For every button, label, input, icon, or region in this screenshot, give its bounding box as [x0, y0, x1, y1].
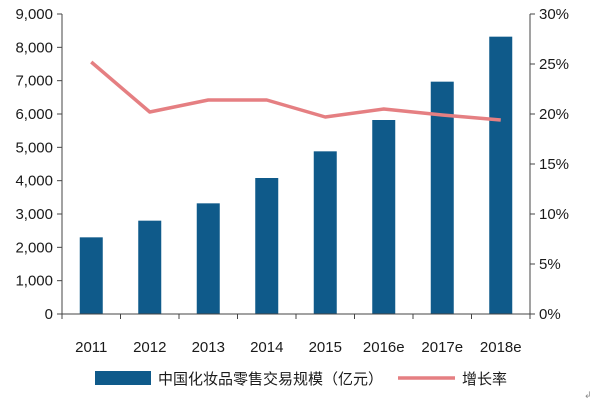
left-tick-label: 6,000: [15, 106, 53, 123]
bar: [372, 120, 396, 314]
x-axis: 2011 2012 2013 2014 2015 2016e 2017e 2018e: [61, 314, 531, 356]
left-tick-label: 3,000: [15, 206, 53, 223]
bar: [255, 178, 279, 314]
corner-mark: ↲: [584, 391, 592, 400]
bar: [196, 203, 220, 314]
bar: [489, 36, 513, 315]
legend: 中国化妆品零售交易规模（亿元） 增长率: [95, 370, 507, 388]
left-tick-label: 5,000: [15, 139, 53, 156]
bar: [430, 81, 454, 315]
x-tick-label: 2016e: [363, 339, 405, 356]
left-tick-label: 0: [45, 306, 53, 323]
x-tick-label: 2012: [133, 339, 166, 356]
x-tick-label: 2015: [309, 339, 342, 356]
x-tick-label: 2013: [192, 339, 225, 356]
left-tick-label: 2,000: [15, 239, 53, 256]
left-tick-label: 7,000: [15, 73, 53, 90]
x-tick-label: 2018e: [480, 339, 522, 356]
bar: [138, 220, 162, 314]
right-tick-label: 20%: [539, 106, 569, 123]
left-tick-label: 9,000: [15, 6, 53, 23]
x-tick-label: 2017e: [421, 339, 463, 356]
growth-rate-line: [90, 60, 501, 122]
right-tick-label: 30%: [539, 6, 569, 23]
legend-bar-label: 中国化妆品零售交易规模（亿元）: [158, 370, 383, 388]
right-tick-label: 5%: [539, 256, 561, 273]
bar: [79, 237, 103, 314]
right-tick-label: 10%: [539, 206, 569, 223]
legend-bar-swatch: [95, 371, 151, 385]
left-tick-label: 4,000: [15, 173, 53, 190]
bar: [313, 151, 337, 314]
left-tick-label: 8,000: [15, 39, 53, 56]
bar-series: [79, 36, 513, 315]
x-tick-label: 2011: [75, 339, 107, 356]
right-tick-label: 25%: [539, 56, 569, 73]
legend-line-label: 增长率: [462, 370, 507, 388]
left-tick-label: 1,000: [15, 273, 53, 290]
left-axis: 0 1,000 2,000 3,000 4,000 5,000 6,000 7,000 8,00…: [15, 6, 62, 323]
right-tick-label: 15%: [539, 156, 569, 173]
x-tick-label: 2014: [250, 339, 283, 356]
right-axis: 0% 5% 10% 15% 20% 25% 30%: [530, 6, 569, 323]
right-tick-label: 0%: [539, 306, 561, 323]
